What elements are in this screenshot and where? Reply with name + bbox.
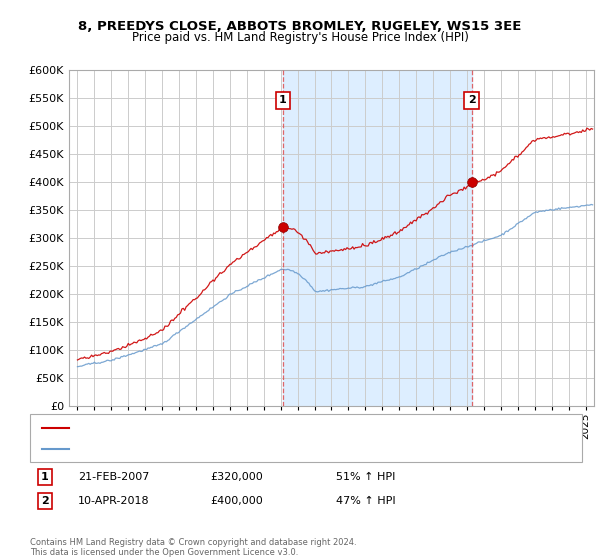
Text: HPI: Average price, detached house, East Staffordshire: HPI: Average price, detached house, East… [75,444,343,454]
Text: £400,000: £400,000 [210,496,263,506]
Text: 47% ↑ HPI: 47% ↑ HPI [336,496,395,506]
Text: 8, PREEDYS CLOSE, ABBOTS BROMLEY, RUGELEY, WS15 3EE: 8, PREEDYS CLOSE, ABBOTS BROMLEY, RUGELE… [79,20,521,32]
Text: Contains HM Land Registry data © Crown copyright and database right 2024.
This d: Contains HM Land Registry data © Crown c… [30,538,356,557]
Text: 2: 2 [467,95,475,105]
Bar [283,70,472,406]
Text: Price paid vs. HM Land Registry's House Price Index (HPI): Price paid vs. HM Land Registry's House … [131,31,469,44]
Text: 21-FEB-2007: 21-FEB-2007 [78,472,149,482]
Text: 1: 1 [41,472,49,482]
Text: 1: 1 [279,95,287,105]
Text: 51% ↑ HPI: 51% ↑ HPI [336,472,395,482]
Text: £320,000: £320,000 [210,472,263,482]
Text: 8, PREEDYS CLOSE, ABBOTS BROMLEY, RUGELEY, WS15 3EE (detached house): 8, PREEDYS CLOSE, ABBOTS BROMLEY, RUGELE… [75,423,459,433]
Text: 10-APR-2018: 10-APR-2018 [78,496,149,506]
Text: 2: 2 [41,496,49,506]
